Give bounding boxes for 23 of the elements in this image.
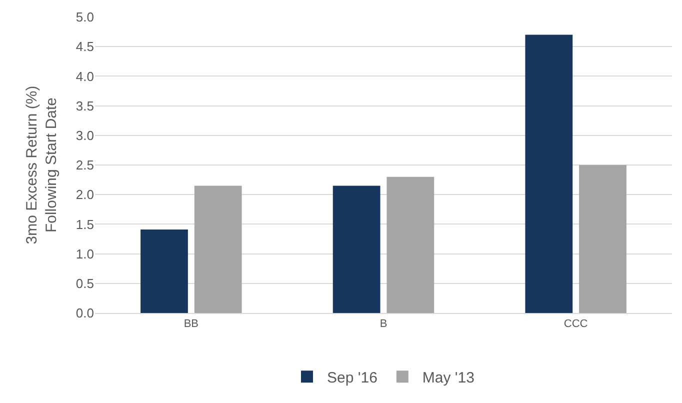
y-tick-label: 0.5 xyxy=(76,276,94,291)
y-axis-title: 3mo Excess Return (%) Following Start Date xyxy=(24,86,60,244)
bar xyxy=(579,165,626,313)
x-tick-label: B xyxy=(380,318,388,330)
bar xyxy=(386,176,434,313)
y-tick-label: 5.0 xyxy=(76,10,94,25)
y-tick-label: 4.5 xyxy=(76,39,94,54)
y-tick-label: 2.0 xyxy=(76,187,94,202)
bar xyxy=(525,34,573,313)
y-tick-label: 2.5 xyxy=(76,158,94,173)
bar xyxy=(332,186,380,313)
x-tick-label: BB xyxy=(184,318,199,330)
x-tick-label: CCC xyxy=(564,318,588,330)
y-tick-label: 4.0 xyxy=(76,68,94,84)
bar xyxy=(140,230,188,313)
y-tick-label: 0.0 xyxy=(76,306,94,321)
bar xyxy=(194,186,242,313)
y-tick-label: 1.5 xyxy=(76,216,94,232)
legend-label: May '13 xyxy=(422,369,474,386)
y-tick-label: 3.0 xyxy=(76,128,94,143)
y-tick-label: 1.0 xyxy=(76,246,94,262)
y-tick-label: 3.5 xyxy=(76,98,94,114)
legend-label: Sep '16 xyxy=(327,369,378,386)
